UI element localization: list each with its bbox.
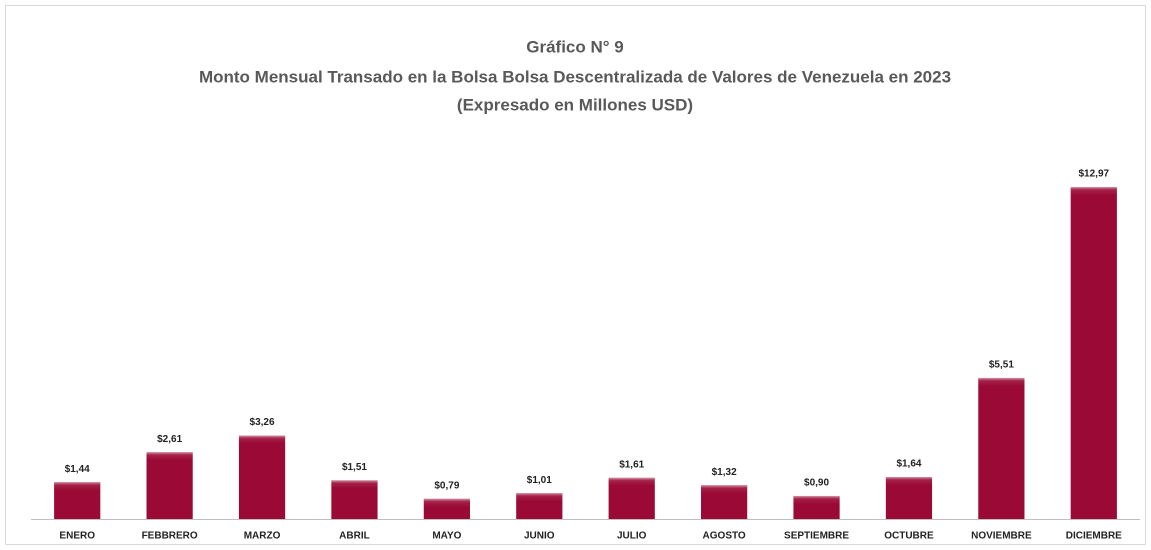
value-label: $1,32 — [712, 467, 737, 478]
x-tick-label: JUNIO — [524, 531, 555, 542]
bar — [1070, 187, 1117, 519]
chart-title: Gráfico N° 9 — [526, 37, 624, 56]
bar-highlight — [608, 477, 655, 486]
x-tick-label: ENERO — [59, 531, 95, 542]
bar-highlight — [1070, 187, 1117, 195]
value-label: $1,61 — [619, 459, 644, 470]
value-label: $3,26 — [250, 417, 275, 428]
x-tick-label: ABRIL — [339, 531, 370, 542]
value-label: $12,97 — [1078, 169, 1109, 180]
bar-highlight — [978, 377, 1025, 386]
value-label: $2,61 — [157, 434, 182, 445]
value-label: $1,51 — [342, 462, 367, 473]
x-tick-label: MAYO — [432, 531, 461, 542]
bar — [978, 377, 1025, 519]
bar-highlight — [516, 493, 563, 502]
bar-highlight — [54, 482, 101, 491]
x-tick-label: OCTUBRE — [884, 531, 934, 542]
bar-highlight — [146, 452, 193, 461]
bar — [146, 452, 193, 519]
chart-title: (Expresado en Millones USD) — [457, 95, 693, 114]
bar-highlight — [885, 477, 933, 486]
bar-highlight — [331, 480, 378, 489]
bar-highlight — [423, 498, 470, 507]
x-tick-label: NOVIEMBRE — [971, 531, 1032, 542]
x-tick-label: MARZO — [244, 531, 281, 542]
value-label: $1,01 — [527, 475, 552, 486]
bar-highlight — [238, 435, 286, 444]
value-label: $5,51 — [989, 360, 1014, 371]
chart-title: Monto Mensual Transado en la Bolsa Bolsa… — [199, 67, 951, 86]
x-tick-label: DICIEMBRE — [1066, 531, 1122, 542]
value-label: $1,44 — [65, 464, 90, 475]
value-label: $0,79 — [434, 480, 459, 491]
x-tick-label: JULIO — [617, 531, 647, 542]
value-label: $0,90 — [804, 478, 829, 489]
bar — [238, 435, 286, 519]
value-label: $1,64 — [896, 459, 921, 470]
x-tick-label: FEBBRERO — [142, 531, 198, 542]
x-tick-label: AGOSTO — [703, 531, 746, 542]
bar-highlight — [793, 495, 840, 504]
chart-border — [5, 5, 1146, 545]
x-tick-label: SEPTIEMBRE — [784, 531, 849, 542]
bar-highlight — [701, 485, 748, 494]
